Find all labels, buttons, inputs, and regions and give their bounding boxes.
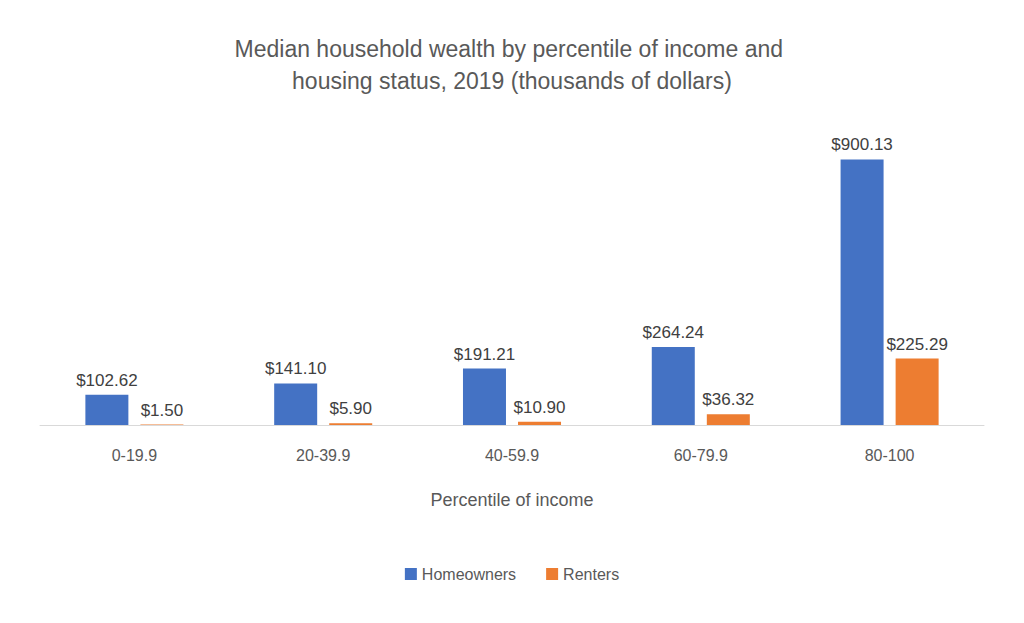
svg-text:60-79.9: 60-79.9 bbox=[674, 447, 728, 464]
svg-text:$10.90: $10.90 bbox=[514, 398, 566, 417]
svg-text:Percentile of income: Percentile of income bbox=[430, 490, 593, 510]
svg-text:20-39.9: 20-39.9 bbox=[296, 447, 350, 464]
svg-text:$141.10: $141.10 bbox=[265, 359, 326, 378]
svg-text:0-19.9: 0-19.9 bbox=[112, 447, 157, 464]
svg-text:$5.90: $5.90 bbox=[329, 399, 372, 418]
svg-text:$1.50: $1.50 bbox=[141, 401, 184, 420]
svg-text:$102.62: $102.62 bbox=[76, 371, 137, 390]
svg-text:Median household wealth by per: Median household wealth by percentile of… bbox=[235, 36, 790, 62]
svg-text:$36.32: $36.32 bbox=[702, 390, 754, 409]
svg-text:Renters: Renters bbox=[563, 566, 619, 583]
svg-text:housing status, 2019 (thousand: housing status, 2019 (thousands of dolla… bbox=[292, 68, 732, 94]
svg-text:$900.13: $900.13 bbox=[831, 135, 892, 154]
svg-text:Homeowners: Homeowners bbox=[422, 566, 516, 583]
svg-text:40-59.9: 40-59.9 bbox=[485, 447, 539, 464]
svg-text:$264.24: $264.24 bbox=[643, 323, 704, 342]
svg-text:$225.29: $225.29 bbox=[886, 335, 947, 354]
svg-text:80-100: 80-100 bbox=[865, 447, 915, 464]
svg-text:$191.21: $191.21 bbox=[454, 345, 515, 364]
